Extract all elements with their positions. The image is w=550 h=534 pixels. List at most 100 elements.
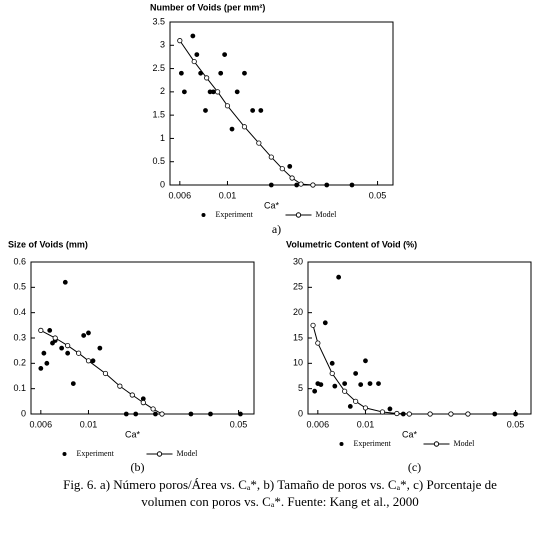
y-tick-label: 5 [298,383,303,393]
experiment-point [38,365,44,371]
x-tick-label: 0.01 [219,190,237,200]
x-tick-label: 0.05 [507,419,525,429]
legend-marker [295,212,302,218]
experiment-point [194,52,200,57]
chart-title: Size of Voids (mm) [8,239,88,249]
model-point [394,410,400,417]
legend-label: Model [177,449,199,458]
legend-label: Experiment [354,439,392,448]
y-tick-label: 2.5 [152,63,165,73]
experiment-point [322,320,328,326]
experiment-point [81,333,87,338]
experiment-point [133,411,139,417]
experiment-point [294,182,300,188]
legend-label: Experiment [216,210,254,219]
experiment-point [349,182,355,188]
experiment-point [342,381,348,387]
experiment-point [336,274,342,280]
model-point [279,166,285,172]
x-tick-label: 0.006 [169,190,192,200]
model-point [329,370,335,377]
experiment-point [238,411,243,417]
experiment-point [65,350,71,356]
experiment-point [59,345,65,351]
experiment-point [287,163,293,169]
x-axis-label: Ca* [264,200,280,210]
model-point [140,399,146,406]
experiment-point [332,383,338,389]
legend-label: Model [316,210,338,219]
model-point [52,335,58,341]
experiment-point [44,360,50,366]
experiment-point [123,411,129,417]
model-point [406,411,412,417]
legend-label: Experiment [77,449,115,458]
model-point [315,340,321,346]
experiment-point [178,70,184,76]
model-point [362,405,369,411]
model-line [312,325,468,415]
experiment-point [376,381,381,387]
model-point [353,398,359,404]
y-tick-label: 30 [293,256,303,266]
y-tick-label: 0 [160,179,165,189]
experiment-point [222,52,228,57]
panel-label: a) [272,222,281,236]
experiment-point [208,411,213,417]
experiment-point [329,360,335,366]
experiment-point [387,406,393,412]
experiment-point [358,382,364,388]
chart-title: Number of Voids (per mm²) [150,2,265,12]
model-point [342,388,348,394]
experiment-point [203,108,208,113]
experiment-point [234,89,240,95]
experiment-point [47,327,53,333]
y-tick-label: 1 [160,133,165,143]
model-point [310,182,316,188]
panel-label: (c) [408,460,421,474]
experiment-point [353,371,359,376]
y-tick-label: 3.5 [152,16,165,26]
x-axis-label: Ca* [402,429,418,439]
plot-frame [307,261,532,415]
y-tick-label: 3 [160,40,165,50]
experiment-point [312,388,318,394]
experiment-point [367,381,373,387]
experiment-point [347,403,353,409]
experiment-point [41,350,47,356]
experiment-point [86,330,91,336]
model-point [85,358,92,364]
x-tick-label: 0.006 [307,419,330,429]
y-tick-label: 25 [293,282,303,292]
experiment-point [363,358,368,364]
experiment-point [97,345,103,351]
experiment-point [250,108,256,113]
legend-marker [201,213,206,217]
experiment-point [492,411,498,417]
model-point [310,322,316,328]
model-point [241,124,248,130]
experiment-point [229,126,235,132]
x-tick-label: 0.006 [30,419,53,429]
legend-marker [62,452,67,456]
y-tick-label: 15 [293,332,303,342]
x-axis-label: Ca* [125,429,141,439]
model-point [224,103,231,109]
y-tick-label: 2 [160,86,165,96]
experiment-point [70,381,76,387]
model-point [102,370,109,377]
model-point [191,58,197,65]
legend-label: Model [454,439,476,448]
experiment-point [190,33,196,39]
model-point [76,350,82,356]
model-point [117,383,123,389]
model-point [465,411,471,417]
plot-frame [169,21,394,186]
legend-marker [433,441,440,447]
x-tick-label: 0.01 [80,419,98,429]
model-point [129,392,135,398]
experiment-point [324,182,330,188]
model-point [204,75,210,81]
